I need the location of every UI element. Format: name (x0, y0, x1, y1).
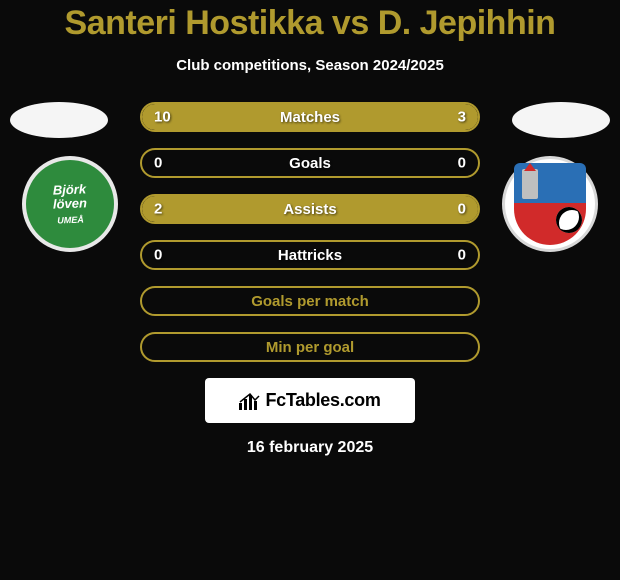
paide-shield-icon (514, 163, 586, 245)
comparison-date: 16 february 2025 (0, 439, 620, 457)
page-title: Santeri Hostikka vs D. Jepihhin (0, 0, 620, 43)
stat-bar-right (401, 104, 478, 130)
stats-container: 10 3 Matches 0 0 Goals 2 0 Assists 0 0 Hattricks Goa… (140, 102, 480, 362)
stat-row: 10 3 Matches (140, 102, 480, 132)
stat-row: 2 0 Assists (140, 194, 480, 224)
right-player-ellipse (512, 102, 610, 138)
stat-label: Goals (289, 155, 331, 172)
stat-value-right: 3 (458, 109, 466, 126)
stat-bar-left (142, 104, 401, 130)
left-club-badge-text: BjörklövenUMEÅ (52, 182, 87, 226)
left-player-ellipse (10, 102, 108, 138)
bar-chart-icon (239, 392, 261, 410)
season-subtitle: Club competitions, Season 2024/2025 (0, 57, 620, 74)
stat-value-right: 0 (458, 155, 466, 172)
stat-row: 0 0 Hattricks (140, 240, 480, 270)
stat-row: 0 0 Goals (140, 148, 480, 178)
stat-value-right: 0 (458, 247, 466, 264)
branding-text: FcTables.com (265, 390, 380, 411)
stat-value-left: 2 (154, 201, 162, 218)
stat-value-right: 0 (458, 201, 466, 218)
stat-row: Goals per match (140, 286, 480, 316)
stat-value-left: 0 (154, 155, 162, 172)
stat-value-left: 10 (154, 109, 171, 126)
stat-value-left: 0 (154, 247, 162, 264)
comparison-area: BjörklövenUMEÅ 10 3 Matches 0 0 Goals 2 0 Assist… (0, 102, 620, 362)
stat-label: Min per goal (266, 339, 354, 356)
stat-label: Goals per match (251, 293, 369, 310)
right-club-badge (502, 156, 598, 252)
branding-bar[interactable]: FcTables.com (205, 378, 415, 423)
stat-label: Hattricks (278, 247, 342, 264)
stat-label: Matches (280, 109, 340, 126)
stat-label: Assists (283, 201, 336, 218)
left-club-badge: BjörklövenUMEÅ (22, 156, 118, 252)
stat-row: Min per goal (140, 332, 480, 362)
